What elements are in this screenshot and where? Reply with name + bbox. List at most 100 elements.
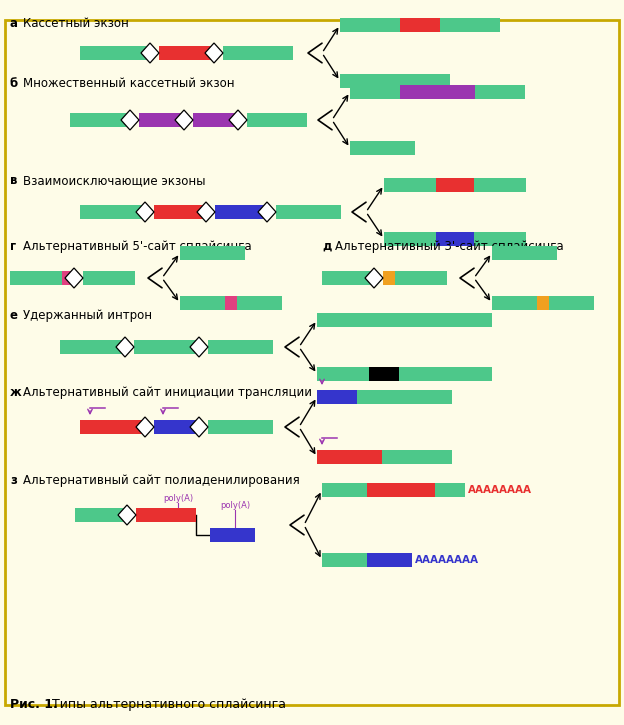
Bar <box>225 296 237 310</box>
Bar <box>357 390 362 404</box>
Bar <box>362 390 452 404</box>
Bar <box>382 450 387 464</box>
Bar <box>134 340 199 354</box>
Bar <box>549 296 594 310</box>
Text: е: е <box>10 309 18 322</box>
Bar <box>322 271 374 285</box>
Bar <box>350 85 400 99</box>
Bar <box>367 553 412 567</box>
Polygon shape <box>141 43 159 63</box>
Bar <box>436 178 474 192</box>
Bar <box>210 528 255 542</box>
Text: б: б <box>10 77 18 90</box>
Text: Взаимоисключающие экзоны: Взаимоисключающие экзоны <box>23 174 205 187</box>
Bar <box>180 296 225 310</box>
Polygon shape <box>205 43 223 63</box>
Bar <box>474 232 526 246</box>
Bar <box>247 113 307 127</box>
Bar <box>154 420 199 434</box>
Polygon shape <box>197 202 215 222</box>
Bar <box>322 553 367 567</box>
Text: AAAAAAAA: AAAAAAAA <box>415 555 479 565</box>
Text: д: д <box>322 240 331 253</box>
Text: Кассетный экзон: Кассетный экзон <box>23 17 129 30</box>
Polygon shape <box>136 417 154 437</box>
Bar <box>492 296 537 310</box>
Text: Рис. 1.: Рис. 1. <box>10 698 58 711</box>
Bar <box>440 18 500 32</box>
Bar <box>80 420 145 434</box>
Bar <box>475 85 525 99</box>
Text: poly(A): poly(A) <box>163 494 193 503</box>
Bar <box>215 205 267 219</box>
Bar <box>193 113 238 127</box>
Bar <box>208 420 273 434</box>
Bar <box>322 483 367 497</box>
Text: Альтернативный 5'-сайт сплайсинга: Альтернативный 5'-сайт сплайсинга <box>23 240 251 253</box>
Bar <box>340 74 395 88</box>
Text: ж: ж <box>10 386 22 399</box>
Text: poly(A): poly(A) <box>220 501 250 510</box>
Bar <box>10 271 62 285</box>
Bar <box>70 113 130 127</box>
Polygon shape <box>116 337 134 357</box>
Polygon shape <box>190 417 208 437</box>
Text: в: в <box>10 174 17 187</box>
Bar <box>317 367 369 381</box>
Text: з: з <box>10 474 17 487</box>
Polygon shape <box>229 110 247 130</box>
Bar <box>208 340 273 354</box>
Bar <box>474 178 526 192</box>
Bar <box>136 508 196 522</box>
Bar <box>180 246 245 260</box>
Bar <box>340 18 400 32</box>
Bar <box>369 367 399 381</box>
Polygon shape <box>175 110 193 130</box>
Bar <box>317 313 492 327</box>
Text: Типы альтернативного сплайсинга: Типы альтернативного сплайсинга <box>48 698 286 711</box>
Bar <box>83 271 135 285</box>
Bar <box>317 450 382 464</box>
Text: AAAAAAAA: AAAAAAAA <box>468 485 532 495</box>
Bar <box>223 46 293 60</box>
Bar <box>387 450 452 464</box>
Bar <box>60 340 125 354</box>
Bar <box>384 178 436 192</box>
Bar <box>159 46 214 60</box>
Bar <box>537 296 549 310</box>
Bar <box>154 205 206 219</box>
Bar <box>435 483 465 497</box>
Polygon shape <box>121 110 139 130</box>
Bar <box>384 232 436 246</box>
Text: Удержанный интрон: Удержанный интрон <box>23 309 152 322</box>
Text: г: г <box>10 240 16 253</box>
Bar <box>237 296 282 310</box>
Bar <box>139 113 184 127</box>
Text: Альтернативный сайт инициации трансляции: Альтернативный сайт инициации трансляции <box>23 386 312 399</box>
Bar <box>400 18 440 32</box>
Bar <box>399 367 492 381</box>
Bar <box>350 141 415 155</box>
Bar <box>62 271 74 285</box>
Polygon shape <box>258 202 276 222</box>
Bar <box>276 205 341 219</box>
Polygon shape <box>190 337 208 357</box>
Bar <box>75 508 127 522</box>
Polygon shape <box>365 268 383 288</box>
Bar <box>436 232 474 246</box>
Bar <box>80 46 150 60</box>
Bar <box>395 271 447 285</box>
Bar <box>80 205 145 219</box>
Bar <box>317 390 357 404</box>
Bar <box>492 246 557 260</box>
Bar <box>383 271 395 285</box>
Polygon shape <box>118 505 136 525</box>
Bar <box>400 85 475 99</box>
Bar <box>350 141 415 155</box>
Text: Множественный кассетный экзон: Множественный кассетный экзон <box>23 77 235 90</box>
Bar <box>395 74 450 88</box>
Text: Альтернативный сайт полиаденилирования: Альтернативный сайт полиаденилирования <box>23 474 300 487</box>
Text: Альтернативный 3'-сайт сплайсинга: Альтернативный 3'-сайт сплайсинга <box>335 240 563 253</box>
Text: а: а <box>10 17 18 30</box>
Polygon shape <box>65 268 83 288</box>
